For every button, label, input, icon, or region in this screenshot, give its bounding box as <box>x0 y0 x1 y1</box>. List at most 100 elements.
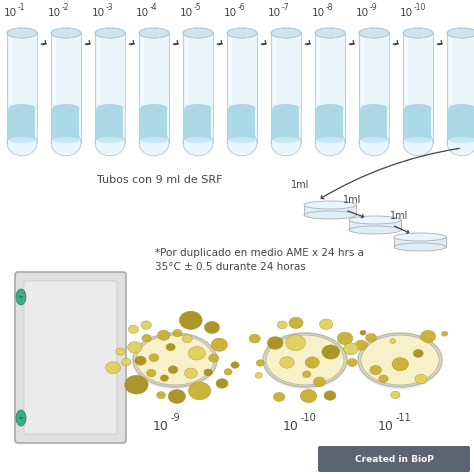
Ellipse shape <box>211 338 228 351</box>
Ellipse shape <box>51 28 81 38</box>
Ellipse shape <box>359 337 441 390</box>
Ellipse shape <box>116 348 125 355</box>
Ellipse shape <box>361 137 388 143</box>
Bar <box>53 108 80 140</box>
Ellipse shape <box>204 321 219 334</box>
Bar <box>185 38 188 104</box>
Ellipse shape <box>97 104 124 112</box>
Text: 10: 10 <box>153 420 169 433</box>
Ellipse shape <box>133 333 217 387</box>
Ellipse shape <box>365 333 376 342</box>
Ellipse shape <box>53 104 80 112</box>
Ellipse shape <box>302 371 311 378</box>
Bar <box>9 108 36 140</box>
Ellipse shape <box>317 104 344 112</box>
Ellipse shape <box>136 335 214 385</box>
Text: -3: -3 <box>106 3 114 12</box>
Ellipse shape <box>448 137 474 143</box>
Ellipse shape <box>228 137 255 143</box>
Ellipse shape <box>204 369 212 376</box>
Bar <box>359 33 389 143</box>
Bar <box>97 38 100 104</box>
Bar <box>228 108 255 140</box>
Ellipse shape <box>359 130 389 156</box>
Text: 10: 10 <box>180 8 193 18</box>
Ellipse shape <box>128 325 138 333</box>
Ellipse shape <box>51 130 81 156</box>
Ellipse shape <box>173 329 182 337</box>
Text: -11: -11 <box>396 413 412 423</box>
Text: 1ml: 1ml <box>343 195 361 205</box>
Ellipse shape <box>140 104 167 112</box>
Bar <box>271 33 301 143</box>
Text: -9: -9 <box>370 3 378 12</box>
Ellipse shape <box>168 366 178 374</box>
Ellipse shape <box>315 130 345 156</box>
Text: 10: 10 <box>48 8 61 18</box>
Text: 1ml: 1ml <box>291 180 309 190</box>
Text: Tubos con 9 ml de SRF: Tubos con 9 ml de SRF <box>97 175 223 185</box>
Ellipse shape <box>361 104 388 112</box>
Text: 10: 10 <box>312 8 325 18</box>
Ellipse shape <box>442 331 448 336</box>
Bar <box>405 38 408 104</box>
Bar <box>95 33 125 143</box>
Ellipse shape <box>305 357 319 368</box>
Bar <box>141 38 144 104</box>
Ellipse shape <box>183 130 213 156</box>
Ellipse shape <box>231 362 239 368</box>
Ellipse shape <box>315 28 345 38</box>
Ellipse shape <box>16 289 26 305</box>
Ellipse shape <box>184 368 197 378</box>
Text: *Por duplicado en medio AME x 24 hrs a
35°C ± 0.5 durante 24 horas: *Por duplicado en medio AME x 24 hrs a 3… <box>155 248 364 272</box>
Ellipse shape <box>182 335 192 343</box>
Bar <box>361 38 364 104</box>
Ellipse shape <box>184 104 211 112</box>
Ellipse shape <box>183 28 213 38</box>
Ellipse shape <box>448 104 474 112</box>
Bar <box>273 38 276 104</box>
Ellipse shape <box>394 243 446 251</box>
Text: Created in BioP: Created in BioP <box>355 455 433 464</box>
Ellipse shape <box>139 28 169 38</box>
Bar <box>9 38 12 104</box>
Ellipse shape <box>324 391 336 400</box>
Ellipse shape <box>267 337 283 349</box>
Ellipse shape <box>349 226 401 234</box>
Bar <box>448 108 474 140</box>
Text: -9: -9 <box>171 413 181 423</box>
Bar <box>317 108 344 140</box>
Ellipse shape <box>140 137 167 143</box>
Ellipse shape <box>349 216 401 224</box>
Ellipse shape <box>271 130 301 156</box>
Bar <box>140 108 167 140</box>
Ellipse shape <box>355 340 367 350</box>
Ellipse shape <box>273 392 285 401</box>
Ellipse shape <box>9 104 36 112</box>
Ellipse shape <box>249 334 260 343</box>
Text: 10: 10 <box>268 8 281 18</box>
Ellipse shape <box>286 335 305 351</box>
Ellipse shape <box>224 369 232 375</box>
Ellipse shape <box>166 344 175 351</box>
Ellipse shape <box>319 319 333 329</box>
Ellipse shape <box>16 410 26 426</box>
Ellipse shape <box>106 362 120 374</box>
Bar <box>227 33 257 143</box>
Ellipse shape <box>322 345 340 359</box>
Ellipse shape <box>266 335 344 385</box>
Ellipse shape <box>146 369 156 377</box>
Ellipse shape <box>188 346 205 360</box>
Bar <box>139 33 169 143</box>
Ellipse shape <box>128 342 142 353</box>
Ellipse shape <box>379 375 388 383</box>
Ellipse shape <box>420 330 436 343</box>
Ellipse shape <box>53 137 80 143</box>
FancyBboxPatch shape <box>15 272 126 443</box>
Ellipse shape <box>227 130 257 156</box>
Ellipse shape <box>360 330 366 335</box>
Ellipse shape <box>135 356 146 365</box>
Bar <box>317 38 320 104</box>
Ellipse shape <box>273 137 300 143</box>
Ellipse shape <box>255 373 262 378</box>
